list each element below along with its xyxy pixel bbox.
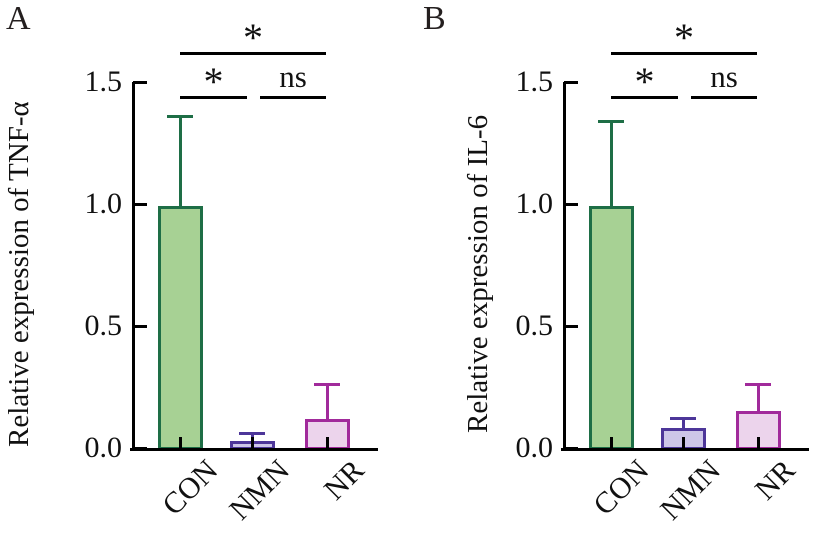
y-tick-label: 0.0 [84, 431, 123, 464]
x-tick [756, 437, 760, 448]
x-tick [681, 437, 685, 448]
significance-bracket [180, 52, 326, 55]
x-tick [250, 437, 254, 448]
significance-label: ns [710, 59, 738, 94]
error-bar-whisker [756, 384, 760, 416]
y-axis-line [132, 82, 135, 451]
y-tick [133, 80, 147, 84]
panel-b: B Relative expression of IL-6 0.0 0.5 1.0 1… [423, 0, 820, 544]
y-tick-label: 0.0 [515, 431, 554, 464]
significance-bracket [180, 96, 247, 99]
panel-label: A [6, 0, 31, 37]
significance-label: * [203, 59, 224, 104]
x-axis-line [130, 448, 378, 451]
error-bar-cap [745, 383, 771, 387]
x-tick [609, 437, 613, 448]
significance-bracket [611, 96, 678, 99]
y-tick [133, 324, 147, 328]
significance-label: * [674, 15, 694, 60]
bar-con [157, 206, 203, 450]
x-tick-label: NR [749, 453, 802, 507]
error-bar-whisker [178, 116, 182, 211]
bar-con [588, 206, 634, 450]
x-tick-label: CON [155, 453, 224, 522]
error-bar-whisker [609, 121, 613, 211]
x-tick [325, 437, 329, 448]
x-tick-label: NMN [223, 453, 296, 527]
y-tick-label: 0.5 [515, 309, 554, 342]
y-axis-line [563, 82, 566, 451]
error-bar-cap [670, 417, 696, 421]
significance-label: * [634, 59, 655, 104]
error-bar-cap [314, 383, 340, 387]
panel-label: B [423, 0, 446, 37]
y-tick [564, 324, 578, 328]
x-tick-label: NMN [654, 453, 727, 527]
y-axis-label: Relative expression of TNF-α [3, 101, 35, 447]
significance-bracket [260, 96, 326, 99]
y-tick [564, 202, 578, 206]
error-bar-whisker [681, 418, 685, 433]
panel-a: A Relative expression of TNF-α 0.0 0.5 1.0… [0, 0, 389, 544]
y-tick [564, 80, 578, 84]
y-tick-label: 1.0 [84, 187, 123, 220]
y-tick-label: 1.5 [515, 65, 554, 98]
significance-bracket [611, 52, 757, 55]
error-bar-cap [598, 119, 624, 123]
error-bar-cap [239, 431, 265, 435]
significance-bracket [691, 96, 757, 99]
x-axis-line [561, 448, 809, 451]
significance-label: ns [279, 59, 307, 94]
error-bar-whisker [325, 384, 329, 423]
y-tick-label: 1.0 [515, 187, 554, 220]
y-axis-label: Relative expression of IL-6 [462, 114, 494, 434]
x-tick-label: CON [586, 453, 655, 522]
error-bar-cap [167, 114, 193, 118]
y-tick-label: 0.5 [84, 309, 123, 342]
x-tick-label: NR [318, 453, 371, 507]
y-tick [133, 202, 147, 206]
x-tick [178, 437, 182, 448]
significance-label: * [243, 15, 263, 60]
y-tick-label: 1.5 [84, 65, 123, 98]
